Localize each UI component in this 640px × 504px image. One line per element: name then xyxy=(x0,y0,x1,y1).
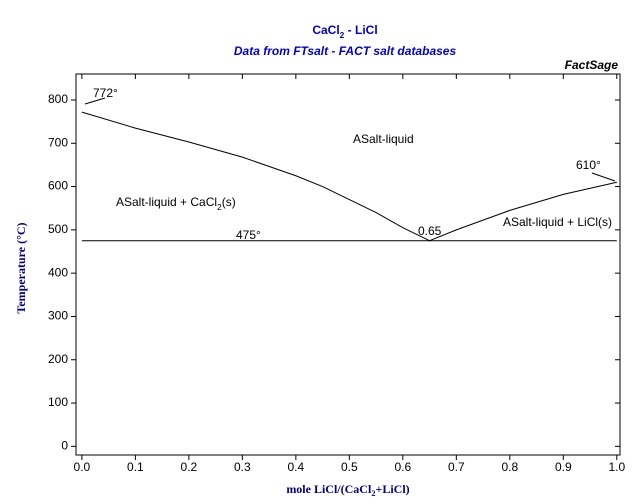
chart-title: CaCl2 - LiCl xyxy=(312,23,377,40)
x-axis-label-part: +LiCl) xyxy=(376,482,410,496)
annotation-part: 610° xyxy=(576,158,601,172)
annotation: 0.65 xyxy=(418,224,442,238)
leader-line xyxy=(84,97,106,105)
y-tick-label: 600 xyxy=(48,179,68,193)
x-tick-label: 0.4 xyxy=(288,460,305,474)
x-tick-label: 0.0 xyxy=(74,460,91,474)
phase-boundary xyxy=(81,111,430,242)
annotation-part: ASalt-liquid xyxy=(353,132,414,146)
x-tick-label: 0.6 xyxy=(394,460,411,474)
y-axis-label: Temperature (°C) xyxy=(14,222,28,313)
leader-line xyxy=(591,172,616,182)
annotation-part: (s) xyxy=(222,195,236,209)
x-tick-label: 0.9 xyxy=(555,460,572,474)
x-tick-label: 0.5 xyxy=(341,460,358,474)
x-tick-label: 0.1 xyxy=(127,460,144,474)
phase-boundary xyxy=(429,181,617,242)
annotation-part: ASalt-liquid + CaCl xyxy=(116,195,217,209)
chart-subtitle: Data from FTsalt - FACT salt databases xyxy=(234,44,457,58)
annotation-part: 475° xyxy=(236,228,261,242)
y-tick-label: 200 xyxy=(48,352,68,366)
annotation: ASalt-liquid xyxy=(353,132,414,146)
x-axis-label-part: mole LiCl/(CaCl xyxy=(286,482,372,496)
x-tick-label: 0.7 xyxy=(448,460,465,474)
y-tick-label: 0 xyxy=(61,439,68,453)
x-tick-label: 0.2 xyxy=(181,460,198,474)
annotation: 610° xyxy=(576,158,601,172)
y-tick-label: 400 xyxy=(48,265,68,279)
annotation-part: 2 xyxy=(217,202,222,212)
x-axis-label-part: 2 xyxy=(371,489,375,498)
y-tick-label: 700 xyxy=(48,135,68,149)
x-tick-label: 0.8 xyxy=(501,460,518,474)
chart-title-part: - LiCl xyxy=(344,23,377,37)
annotation: 475° xyxy=(236,228,261,242)
annotation: ASalt-liquid + CaCl2(s) xyxy=(116,195,236,212)
plot-frame xyxy=(75,73,621,456)
brand: FactSage xyxy=(565,58,619,72)
chart-title-part: 2 xyxy=(340,30,345,40)
y-tick-label: 500 xyxy=(48,222,68,236)
annotation-part: 772° xyxy=(93,86,118,100)
x-tick-label: 1.0 xyxy=(608,460,625,474)
y-tick-label: 800 xyxy=(48,92,68,106)
chart-title-part: CaCl xyxy=(312,23,339,37)
y-tick-label: 300 xyxy=(48,309,68,323)
annotation-part: ASalt-liquid + LiCl(s) xyxy=(503,215,612,229)
y-tick-label: 100 xyxy=(48,395,68,409)
annotation-part: 0.65 xyxy=(418,224,442,238)
annotation: ASalt-liquid + LiCl(s) xyxy=(503,215,612,229)
annotation: 772° xyxy=(93,86,118,100)
x-axis-label: mole LiCl/(CaCl2+LiCl) xyxy=(286,482,409,499)
x-tick-label: 0.3 xyxy=(234,460,251,474)
